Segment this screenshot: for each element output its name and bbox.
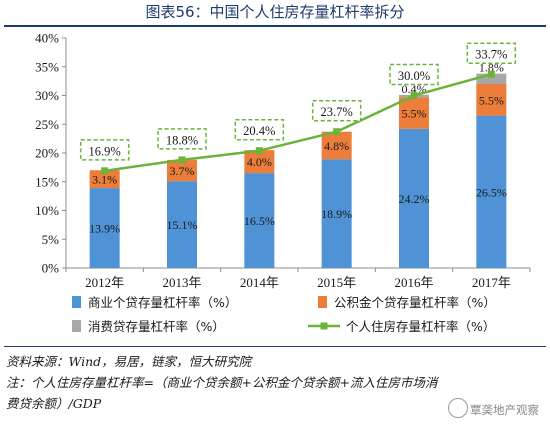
plot-area: 0% 5% 10% 15% 20% 25% 30% 35% 40% 2012年 2013年 2014年…: [35, 31, 531, 290]
bar-segment: [89, 170, 120, 189]
x-tick-label: 2015年: [317, 275, 356, 290]
bar-value-label: 3.1%: [92, 173, 117, 187]
title-rule: [4, 25, 546, 27]
bar-value-label: 4.0%: [247, 155, 272, 169]
line-value-label: 23.7%: [321, 105, 353, 119]
bar-value-label: 1.8%: [479, 61, 504, 75]
line-value-label: 16.9%: [89, 144, 121, 158]
legend-swatch: [72, 320, 81, 332]
watermark-logo-icon: [448, 398, 468, 418]
legend-label: 公积金个贷存量杠杆率（%）: [334, 295, 496, 310]
x-tick-label: 2016年: [394, 275, 433, 290]
bar-value-label: 0.4%: [402, 82, 427, 96]
line-value-box: [311, 99, 362, 122]
x-tick-label: 2013年: [162, 275, 201, 290]
y-tick-label: 30%: [35, 88, 59, 103]
line-value-box: [234, 118, 285, 141]
chart-legend: 商业个贷存量杠杆率（%） 公积金个贷存量杠杆率（%） 消费贷存量杠杆率（%） 个人住房…: [72, 295, 496, 334]
bar-segment: [167, 181, 197, 268]
note-line-2: 费贷余额）/GDP: [6, 396, 102, 411]
legend-label: 个人住房存量杠杆率（%）: [346, 319, 495, 334]
bar-segment: [244, 150, 275, 174]
legend-swatch: [72, 296, 81, 308]
line-value-label: 30.0%: [398, 69, 430, 83]
line-marker: [410, 92, 418, 99]
x-tick-label: 2017年: [472, 275, 511, 290]
watermark-text: 覃䶮地产观察: [470, 403, 539, 417]
line-value-label: 20.4%: [243, 124, 275, 138]
bar-value-label: 3.7%: [170, 164, 195, 178]
y-tick-label: 5%: [42, 232, 60, 247]
bar-segment: [244, 173, 275, 268]
bar-value-label: 26.5%: [476, 185, 507, 199]
line-marker: [101, 167, 109, 175]
bar-value-label: 5.5%: [402, 107, 427, 121]
note-line-1: 注：个人住房存量杠杆率=（商业个贷余额+公积金个贷余额+流入住房市场消: [6, 375, 438, 390]
bar-segment: [476, 115, 507, 268]
y-tick-label: 0%: [42, 261, 60, 276]
x-tick-label: 2012年: [85, 275, 124, 290]
y-tick-label: 25%: [35, 117, 59, 132]
y-tick-label: 15%: [35, 174, 59, 189]
bar-value-label: 16.5%: [244, 214, 275, 228]
bar-segment: [89, 188, 120, 268]
y-tick-label: 20%: [35, 146, 59, 161]
bar-value-label: 4.8%: [324, 139, 349, 153]
legend-swatch: [318, 296, 327, 308]
bar-value-label: 13.9%: [89, 222, 120, 236]
bar-segment: [399, 97, 429, 129]
bar-value-label: 18.9%: [321, 207, 352, 221]
bar-segment: [321, 131, 352, 160]
footer-rule: [4, 346, 546, 347]
line-value-label: 33.7%: [475, 48, 507, 62]
line-value-box: [466, 42, 517, 64]
bar-segment: [321, 159, 352, 268]
chart-title: 图表56：中国个人住房存量杠杆率拆分: [145, 3, 405, 21]
line-value-box: [79, 139, 130, 161]
bar-value-label: 15.1%: [167, 218, 198, 232]
bar-segment: [476, 84, 507, 116]
x-tick-label: 2014年: [240, 275, 279, 290]
line-marker: [487, 70, 495, 78]
total-line: [104, 73, 492, 173]
line-value-box: [389, 63, 439, 86]
line-value-label: 18.8%: [166, 133, 198, 147]
stacked-bar-line-chart: 0% 5% 10% 15% 20% 25% 30% 35% 40% 2012年 2013年 2014年…: [35, 31, 531, 334]
bar-value-label: 5.5%: [479, 93, 504, 107]
y-tick-label: 10%: [35, 203, 59, 218]
legend-label: 商业个贷存量杠杆率（%）: [88, 295, 237, 310]
bar-segment: [399, 128, 429, 268]
bar-segment: [476, 73, 507, 84]
bar-value-label: 24.2%: [399, 192, 430, 206]
y-tick-label: 40%: [35, 31, 59, 46]
legend-label: 消费贷存量杠杆率（%）: [88, 319, 225, 334]
legend-line-marker: [320, 322, 328, 330]
source-text: 资料来源：Wind，易居，链家，恒大研究院: [6, 354, 252, 369]
bar-segment: [167, 159, 197, 182]
line-value-box: [157, 128, 207, 150]
line-marker: [333, 128, 341, 136]
line-marker: [255, 147, 263, 155]
line-marker: [178, 156, 186, 164]
y-tick-label: 35%: [35, 59, 59, 74]
